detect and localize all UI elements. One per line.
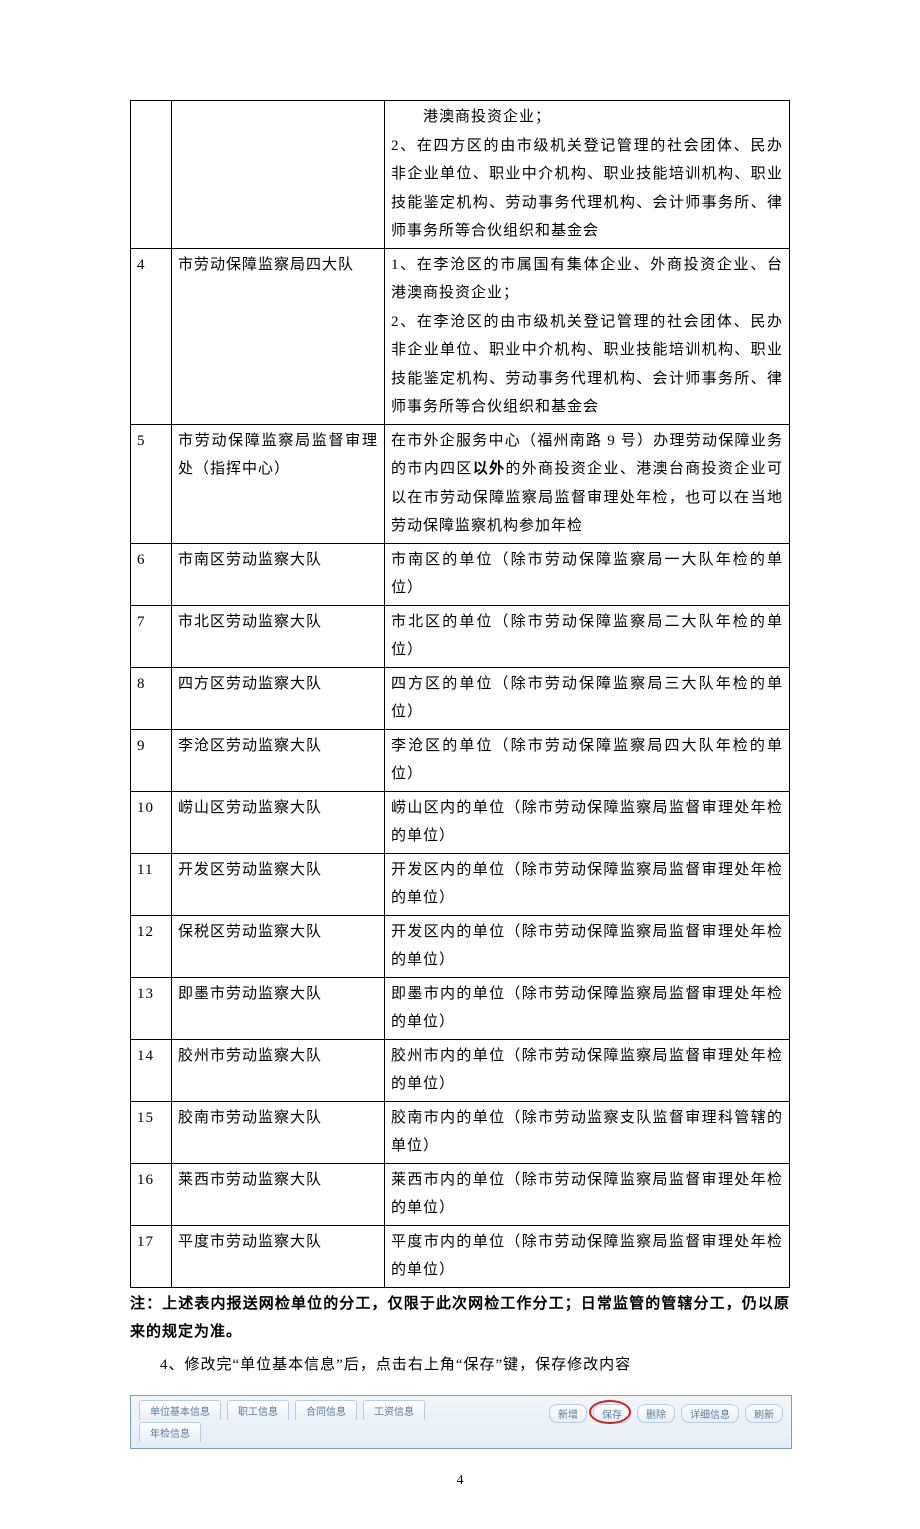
row-scope: 开发区内的单位（除市劳动保障监察局监督审理处年检的单位） [385,853,790,915]
toolbar-tab[interactable]: 年检信息 [139,1422,201,1442]
toolbar-button-wrap: 保存 [593,1404,631,1423]
table-row: 11开发区劳动监察大队开发区内的单位（除市劳动保障监察局监督审理处年检的单位） [131,853,790,915]
table-body: 港澳商投资企业； 2、在四方区的由市级机关登记管理的社会团体、民办非企业单位、职… [131,101,790,1288]
toolbar-button-wrap: 刷新 [745,1404,783,1423]
row-seq: 12 [131,915,172,977]
row-org: 市劳动保障监察局四大队 [172,248,385,424]
row-seq: 7 [131,605,172,667]
table-row: 10崂山区劳动监察大队崂山区内的单位（除市劳动保障监察局监督审理处年检的单位） [131,791,790,853]
row-seq: 10 [131,791,172,853]
row-org: 胶州市劳动监察大队 [172,1039,385,1101]
row-seq: 5 [131,424,172,543]
row-org: 市北区劳动监察大队 [172,605,385,667]
toolbar-button[interactable]: 详细信息 [681,1404,739,1423]
row-scope: 平度市内的单位（除市劳动保障监察局监督审理处年检的单位） [385,1225,790,1287]
toolbar-buttons: 新增保存删除详细信息刷新 [549,1404,783,1423]
jurisdiction-table: 港澳商投资企业； 2、在四方区的由市级机关登记管理的社会团体、民办非企业单位、职… [130,100,790,1288]
row-scope: 即墨市内的单位（除市劳动保障监察局监督审理处年检的单位） [385,977,790,1039]
row-org: 保税区劳动监察大队 [172,915,385,977]
table-row: 6市南区劳动监察大队市南区的单位（除市劳动保障监察局一大队年检的单位） [131,543,790,605]
row-org: 平度市劳动监察大队 [172,1225,385,1287]
step-text: 4、修改完“单位基本信息”后，点击右上角“保存”键，保存修改内容 [130,1351,790,1380]
table-row: 17平度市劳动监察大队平度市内的单位（除市劳动保障监察局监督审理处年检的单位） [131,1225,790,1287]
row-scope: 市北区的单位（除市劳动保障监察局二大队年检的单位） [385,605,790,667]
row-org: 即墨市劳动监察大队 [172,977,385,1039]
toolbar-button[interactable]: 删除 [637,1404,675,1423]
row-org: 李沧区劳动监察大队 [172,729,385,791]
row-seq: 15 [131,1101,172,1163]
table-row: 9李沧区劳动监察大队李沧区的单位（除市劳动保障监察局四大队年检的单位） [131,729,790,791]
row-scope: 胶州市内的单位（除市劳动保障监察局监督审理处年检的单位） [385,1039,790,1101]
row-org: 莱西市劳动监察大队 [172,1163,385,1225]
table-row: 12保税区劳动监察大队开发区内的单位（除市劳动保障监察局监督审理处年检的单位） [131,915,790,977]
row-org: 市劳动保障监察局监督审理处（指挥中心） [172,424,385,543]
toolbar-tabs-row2: 年检信息 [139,1422,201,1442]
toolbar-button[interactable]: 保存 [593,1404,631,1423]
table-row: 7市北区劳动监察大队市北区的单位（除市劳动保障监察局二大队年检的单位） [131,605,790,667]
row-org: 市南区劳动监察大队 [172,543,385,605]
row-seq: 8 [131,667,172,729]
table-row: 港澳商投资企业； 2、在四方区的由市级机关登记管理的社会团体、民办非企业单位、职… [131,101,790,249]
toolbar-tab[interactable]: 合同信息 [295,1400,357,1420]
toolbar-button[interactable]: 刷新 [745,1404,783,1423]
row-org: 胶南市劳动监察大队 [172,1101,385,1163]
table-row: 15胶南市劳动监察大队胶南市内的单位（除市劳动监察支队监督审理科管辖的单位） [131,1101,790,1163]
row-scope: 李沧区的单位（除市劳动保障监察局四大队年检的单位） [385,729,790,791]
page-number: 4 [130,1473,790,1489]
table-row: 4市劳动保障监察局四大队1、在李沧区的市属国有集体企业、外商投资企业、台港澳商投… [131,248,790,424]
row-seq: 13 [131,977,172,1039]
row-scope: 四方区的单位（除市劳动保障监察局三大队年检的单位） [385,667,790,729]
row-org: 四方区劳动监察大队 [172,667,385,729]
table-row: 5市劳动保障监察局监督审理处（指挥中心）在市外企服务中心（福州南路 9 号）办理… [131,424,790,543]
row-seq: 9 [131,729,172,791]
table-footnote: 注：上述表内报送网检单位的分工，仅限于此次网检工作分工；日常监管的管辖分工，仍以… [130,1290,790,1347]
toolbar-button-wrap: 新增 [549,1404,587,1423]
toolbar-screenshot: 单位基本信息职工信息合同信息工资信息 年检信息 新增保存删除详细信息刷新 [130,1395,792,1449]
table-row: 8四方区劳动监察大队四方区的单位（除市劳动保障监察局三大队年检的单位） [131,667,790,729]
row-scope: 在市外企服务中心（福州南路 9 号）办理劳动保障业务的市内四区以外的外商投资企业… [385,424,790,543]
row-seq: 11 [131,853,172,915]
row-scope: 开发区内的单位（除市劳动保障监察局监督审理处年检的单位） [385,915,790,977]
row-seq: 6 [131,543,172,605]
toolbar-tabs-row1: 单位基本信息职工信息合同信息工资信息 [139,1400,425,1420]
table-row: 16莱西市劳动监察大队莱西市内的单位（除市劳动保障监察局监督审理处年检的单位） [131,1163,790,1225]
table-row: 13即墨市劳动监察大队即墨市内的单位（除市劳动保障监察局监督审理处年检的单位） [131,977,790,1039]
row-scope: 胶南市内的单位（除市劳动监察支队监督审理科管辖的单位） [385,1101,790,1163]
row-seq [131,101,172,249]
row-seq: 17 [131,1225,172,1287]
row-seq: 14 [131,1039,172,1101]
toolbar-button-wrap: 详细信息 [681,1404,739,1423]
document-page: 港澳商投资企业； 2、在四方区的由市级机关登记管理的社会团体、民办非企业单位、职… [0,0,920,1529]
row-seq: 16 [131,1163,172,1225]
row-scope: 市南区的单位（除市劳动保障监察局一大队年检的单位） [385,543,790,605]
row-scope: 莱西市内的单位（除市劳动保障监察局监督审理处年检的单位） [385,1163,790,1225]
toolbar-tab[interactable]: 单位基本信息 [139,1400,221,1420]
toolbar-button-wrap: 删除 [637,1404,675,1423]
row-org: 崂山区劳动监察大队 [172,791,385,853]
row-org: 开发区劳动监察大队 [172,853,385,915]
row-seq: 4 [131,248,172,424]
row-scope: 崂山区内的单位（除市劳动保障监察局监督审理处年检的单位） [385,791,790,853]
row-scope: 港澳商投资企业； 2、在四方区的由市级机关登记管理的社会团体、民办非企业单位、职… [385,101,790,249]
toolbar-tab[interactable]: 职工信息 [227,1400,289,1420]
toolbar-button[interactable]: 新增 [549,1404,587,1423]
table-row: 14胶州市劳动监察大队胶州市内的单位（除市劳动保障监察局监督审理处年检的单位） [131,1039,790,1101]
row-scope: 1、在李沧区的市属国有集体企业、外商投资企业、台港澳商投资企业； 2、在李沧区的… [385,248,790,424]
row-org [172,101,385,249]
bold-text: 以外 [473,461,506,477]
toolbar-tab[interactable]: 工资信息 [363,1400,425,1420]
